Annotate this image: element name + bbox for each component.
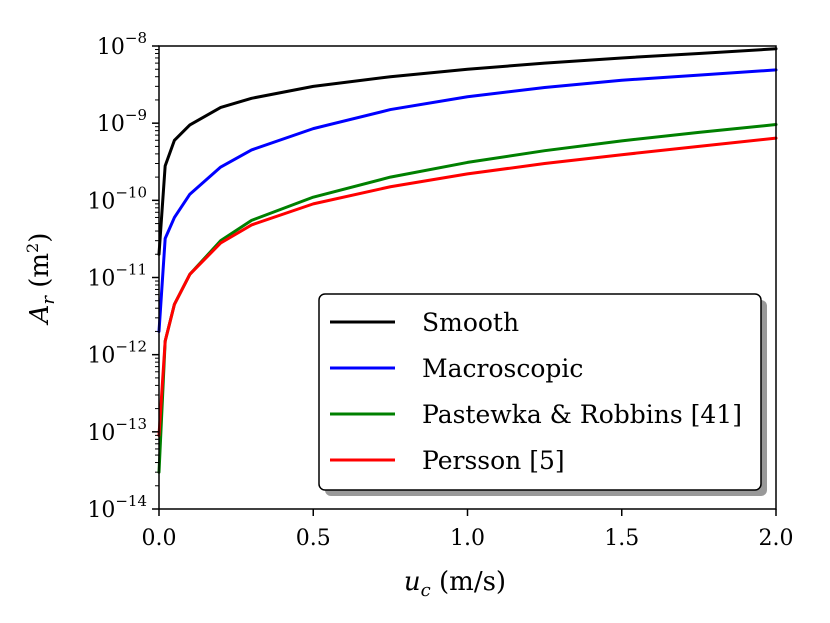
y-tick-label: 10−10 <box>87 183 147 214</box>
y-tick-label: 10−14 <box>87 492 147 523</box>
legend-label: Pastewka & Robbins [41] <box>422 400 742 429</box>
series-group <box>157 47 778 474</box>
ticks-group: 0.0 0.5 1.0 1.5 2.0 10−14 10−13 10−12 10−11 10−10… <box>87 29 793 551</box>
y-axis-label: Ar (m2) <box>23 233 59 326</box>
legend-label: Persson [5] <box>422 446 565 475</box>
x-tick-label: 0.0 <box>142 526 177 551</box>
x-tick-label: 0.5 <box>296 526 331 551</box>
legend: Smooth Macroscopic Pastewka & Robbins [41]… <box>318 293 767 496</box>
x-tick-label: 1.0 <box>450 526 485 551</box>
series-line-2 <box>157 68 778 333</box>
y-tick-label: 10−12 <box>87 338 147 369</box>
y-tick-label: 10−13 <box>87 415 147 446</box>
y-tick-label: 10−9 <box>97 106 147 137</box>
y-tick-label: 10−11 <box>87 261 147 292</box>
series-line-1 <box>157 47 778 256</box>
y-tick-label: 10−8 <box>97 29 147 60</box>
x-tick-label: 2.0 <box>759 526 794 551</box>
legend-label: Macroscopic <box>422 354 583 383</box>
x-tick-label: 1.5 <box>604 526 639 551</box>
series-line-4 <box>157 136 778 437</box>
legend-box <box>318 293 762 491</box>
legend-label: Smooth <box>422 308 519 337</box>
x-axis-label: uc (m/s) <box>404 567 506 601</box>
